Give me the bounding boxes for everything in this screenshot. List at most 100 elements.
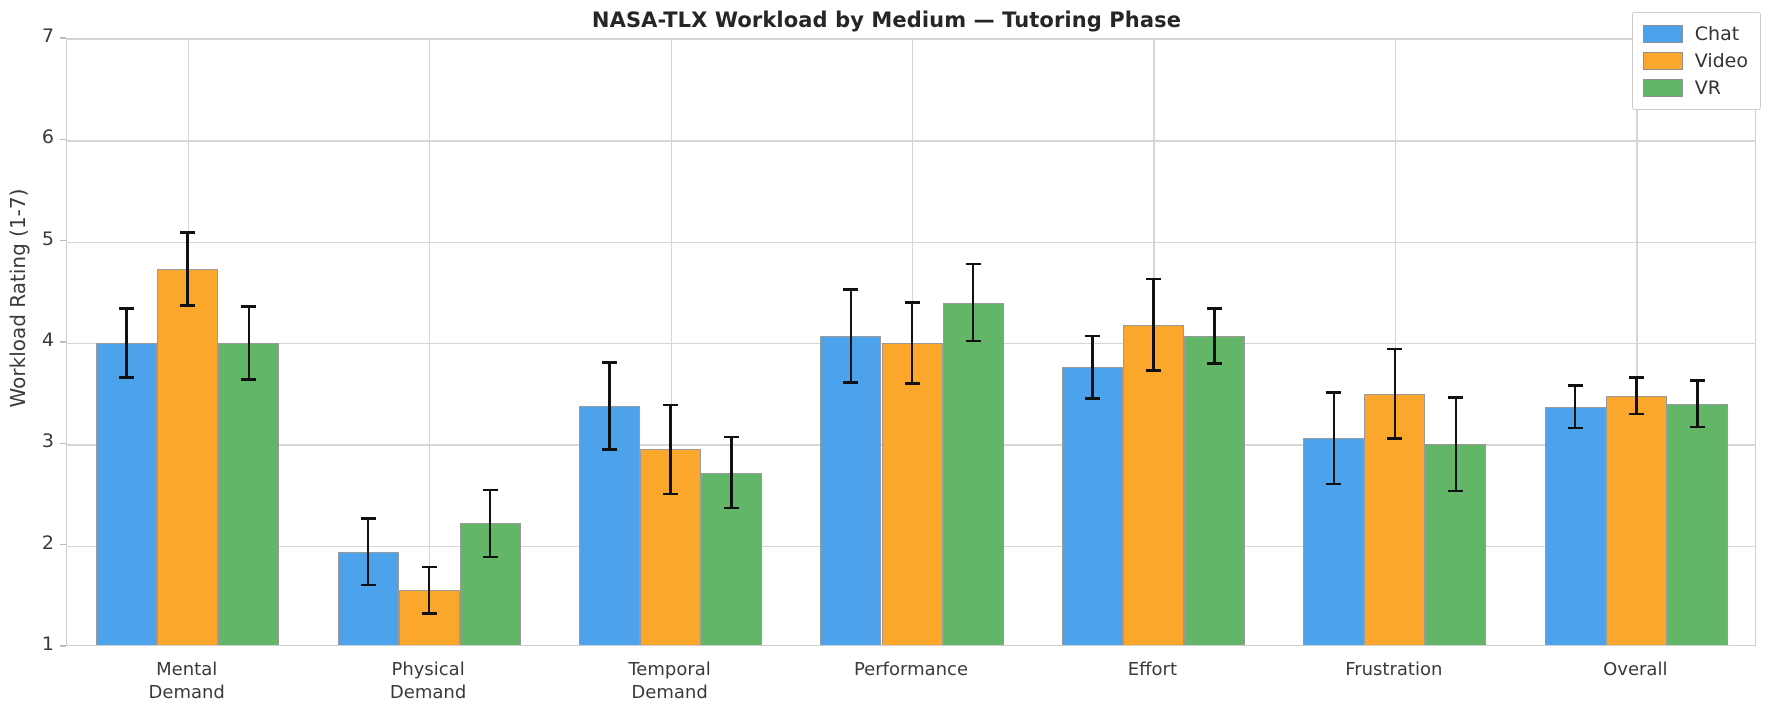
error-bar-cap-upper: [241, 305, 257, 308]
error-bar-line: [1696, 380, 1699, 428]
gridline-vertical: [429, 39, 431, 645]
error-bar-line: [669, 404, 672, 494]
y-tick-label: 3: [41, 430, 54, 453]
error-bar-line: [730, 437, 733, 509]
error-bar-line: [1213, 308, 1216, 364]
error-bar-cap-upper: [724, 435, 740, 439]
legend-label-chat: Chat: [1694, 22, 1740, 45]
chart-title: NASA-TLX Workload by Medium — Tutoring P…: [591, 8, 1182, 32]
error-bar-line: [608, 362, 611, 450]
y-tick-label: 4: [41, 329, 54, 351]
error-bar-cap-lower: [602, 448, 617, 451]
error-bar-line: [366, 518, 370, 586]
gridline-horizontal: [67, 140, 1755, 142]
bar-video-4[interactable]: [1122, 324, 1184, 645]
y-tick-mark: [60, 544, 66, 546]
error-bar-line: [1091, 335, 1094, 399]
bar-vr-0[interactable]: [218, 343, 280, 645]
error-bar-cap-lower: [904, 382, 920, 385]
error-bar-line: [186, 232, 189, 306]
bar-chat-3[interactable]: [820, 335, 882, 645]
legend-swatch-vr: [1642, 78, 1683, 97]
legend-label-vr: VR: [1694, 76, 1721, 99]
error-bar-cap-lower: [965, 339, 981, 343]
error-bar-cap-lower: [482, 555, 498, 559]
error-bar-line: [1393, 349, 1397, 439]
error-bar-line: [910, 302, 914, 384]
legend-item[interactable]: Chat: [1642, 20, 1748, 47]
y-tick-mark: [60, 37, 66, 39]
legend-item[interactable]: VR: [1642, 74, 1748, 101]
x-tick-label-5: Frustration: [1345, 659, 1443, 680]
bar-video-0[interactable]: [157, 269, 219, 645]
gridline-vertical: [1394, 39, 1397, 645]
bar-video-6[interactable]: [1605, 395, 1667, 645]
error-bar-line: [1152, 279, 1155, 371]
error-bar-cap-upper: [843, 288, 859, 291]
error-bar-line: [849, 289, 853, 383]
x-tick-label-1: Physical Demand: [389, 659, 467, 704]
error-bar-cap-upper: [119, 307, 135, 310]
y-tick-mark: [60, 442, 66, 444]
bar-vr-4[interactable]: [1184, 335, 1246, 645]
error-bar-line: [247, 306, 251, 380]
error-bar-cap-lower: [1326, 482, 1342, 486]
legend-item[interactable]: Video: [1642, 47, 1748, 74]
chart-legend: Chat Video VR: [1631, 12, 1761, 110]
y-tick-label: 6: [41, 126, 54, 149]
error-bar-cap-upper: [904, 301, 920, 304]
error-bar-cap-lower: [1628, 412, 1644, 416]
bar-chat-4[interactable]: [1061, 367, 1123, 645]
gridline-vertical: [1636, 39, 1638, 645]
legend-swatch-chat: [1642, 24, 1683, 43]
error-bar-cap-lower: [1448, 489, 1464, 493]
legend-label-video: Video: [1694, 49, 1748, 72]
error-bar-cap-lower: [1567, 426, 1583, 430]
y-tick-label: 5: [41, 227, 54, 250]
error-bar-cap-lower: [1207, 362, 1222, 365]
error-bar-line: [427, 566, 431, 614]
error-bar-cap-upper: [1628, 376, 1644, 379]
plot-area: [66, 38, 1756, 646]
x-tick-label-4: Effort: [1127, 659, 1177, 680]
error-bar-cap-upper: [180, 231, 196, 234]
y-tick-label: 1: [41, 633, 54, 655]
x-tick-label-0: Mental Demand: [148, 659, 225, 704]
error-bar-cap-upper: [1567, 384, 1583, 387]
error-bar-cap-upper: [1084, 334, 1100, 338]
error-bar-cap-upper: [1207, 307, 1222, 310]
bar-chat-6[interactable]: [1544, 406, 1606, 645]
error-bar-cap-lower: [1387, 437, 1403, 440]
error-bar-cap-upper: [482, 488, 498, 492]
gridline-horizontal: [67, 39, 1755, 41]
error-bar-cap-lower: [724, 506, 740, 510]
error-bar-line: [125, 308, 128, 378]
x-tick-label-3: Performance: [853, 659, 969, 680]
error-bar-cap-lower: [421, 612, 437, 615]
error-bar-cap-lower: [1145, 369, 1161, 372]
error-bar-cap-upper: [602, 361, 617, 364]
error-bar-line: [488, 489, 492, 557]
y-tick-mark: [60, 240, 66, 242]
error-bar-cap-upper: [1448, 396, 1464, 399]
error-bar-line: [1573, 385, 1577, 429]
y-tick-label: 2: [41, 531, 54, 554]
gridline-horizontal: [67, 241, 1755, 243]
error-bar-line: [1454, 397, 1458, 491]
error-bar-cap-lower: [843, 381, 859, 384]
bar-chat-0[interactable]: [96, 343, 158, 645]
y-axis-label: Workload Rating (1-7): [6, 188, 30, 408]
error-bar-cap-upper: [1387, 347, 1403, 351]
bar-vr-6[interactable]: [1666, 403, 1728, 645]
error-bar-cap-upper: [360, 517, 376, 520]
error-bar-cap-lower: [1084, 397, 1100, 400]
bar-vr-3[interactable]: [942, 302, 1004, 645]
bar-video-3[interactable]: [881, 343, 943, 645]
error-bar-cap-lower: [119, 376, 135, 379]
error-bar-cap-lower: [1689, 425, 1705, 429]
error-bar-cap-lower: [663, 492, 679, 496]
error-bar-cap-lower: [241, 378, 257, 381]
plot-inner: [67, 39, 1755, 645]
error-bar-cap-upper: [965, 262, 981, 266]
